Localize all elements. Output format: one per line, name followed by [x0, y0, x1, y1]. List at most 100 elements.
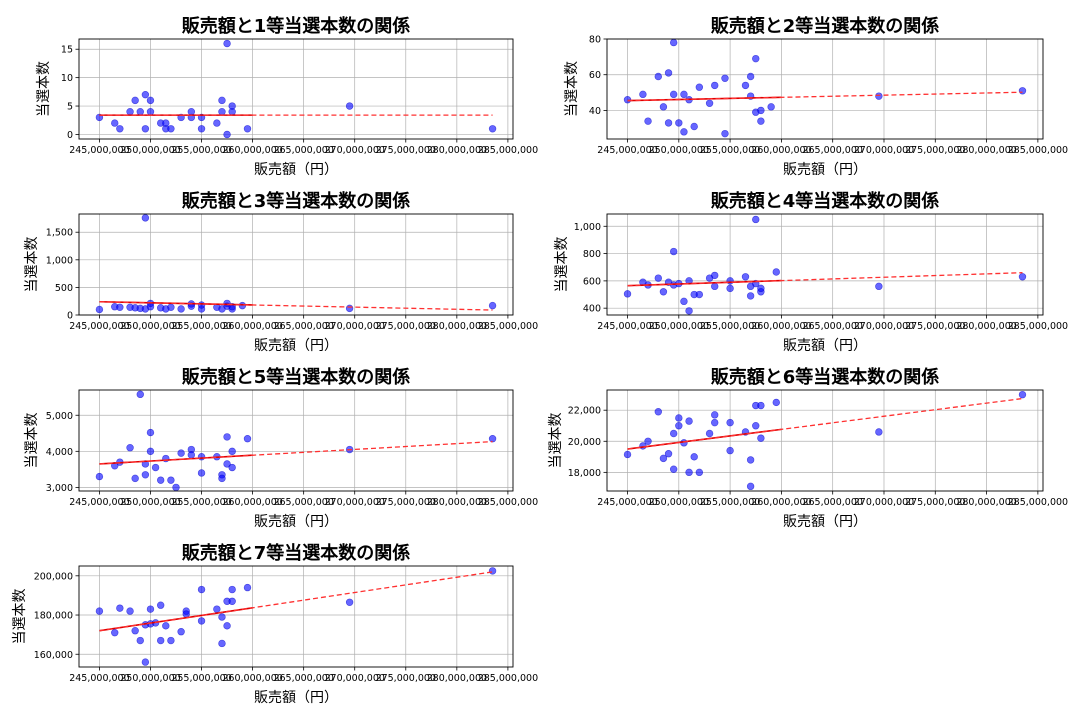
data-point: [726, 446, 734, 455]
x-tick-label: 245,000,000: [597, 145, 657, 156]
x-tick-label: 285,000,000: [1008, 321, 1068, 332]
y-tick-label: 20,000: [568, 437, 601, 448]
data-point: [243, 583, 252, 592]
data-point: [690, 122, 698, 131]
data-point: [177, 305, 185, 313]
subplot-6: 245,000,000250,000,000255,000,000260,000…: [548, 366, 1068, 530]
data-points: [95, 567, 497, 666]
x-tick-label: 250,000,000: [649, 145, 709, 156]
data-point: [116, 604, 124, 612]
data-point: [345, 102, 354, 110]
x-tick-label: 255,000,000: [171, 145, 231, 156]
data-point: [705, 429, 714, 438]
x-tick-label: 245,000,000: [69, 673, 129, 684]
x-tick-label: 250,000,000: [120, 497, 180, 508]
data-point: [182, 610, 190, 618]
x-tick-label: 265,000,000: [802, 497, 862, 508]
data-points: [623, 38, 1027, 138]
x-tick-label: 255,000,000: [700, 145, 760, 156]
data-point: [177, 449, 185, 457]
data-point: [752, 215, 760, 224]
x-tick-label: 245,000,000: [597, 497, 657, 508]
x-tick-label: 280,000,000: [427, 321, 487, 332]
data-point: [167, 476, 175, 484]
x-tick-label: 260,000,000: [222, 321, 282, 332]
plot-frame: [606, 38, 1044, 140]
data-point: [197, 125, 206, 133]
y-tick-label: 18,000: [568, 468, 601, 479]
data-points: [623, 390, 1027, 491]
y-tick-label: 80: [589, 35, 601, 46]
data-point: [136, 108, 144, 116]
data-point: [669, 38, 678, 47]
x-tick-label: 265,000,000: [802, 145, 862, 156]
data-points: [95, 214, 497, 314]
x-tick-label: 270,000,000: [324, 145, 384, 156]
data-point: [623, 290, 632, 298]
y-axis-label: 当選本数: [12, 589, 28, 645]
data-point: [757, 106, 765, 115]
data-point: [95, 472, 104, 481]
x-tick-label: 260,000,000: [222, 497, 282, 508]
data-point: [675, 119, 683, 127]
x-tick-label: 265,000,000: [273, 321, 333, 332]
data-point: [685, 468, 693, 477]
data-point: [746, 292, 755, 300]
grid: [79, 214, 513, 316]
data-point: [131, 627, 139, 635]
trend-line-dashed: [99, 571, 493, 632]
x-tick-label: 285,000,000: [478, 497, 538, 508]
x-tick-label: 250,000,000: [120, 321, 180, 332]
data-point: [757, 117, 765, 125]
y-tick-label: 22,000: [568, 406, 601, 417]
data-point: [167, 303, 175, 311]
x-tick-label: 250,000,000: [649, 321, 709, 332]
plot-frame: [78, 565, 514, 668]
x-tick-label: 275,000,000: [905, 321, 965, 332]
data-point: [146, 447, 155, 456]
data-point: [654, 72, 662, 81]
data-point: [345, 304, 354, 313]
x-tick-label: 260,000,000: [222, 673, 282, 684]
data-point: [695, 290, 704, 299]
grid: [79, 39, 513, 139]
data-point: [218, 108, 226, 116]
y-tick-label: 15: [61, 45, 73, 56]
chart-title: 販売額と7等当選本数の関係: [182, 542, 411, 564]
data-point: [721, 129, 729, 138]
data-point: [488, 125, 497, 133]
data-point: [680, 128, 688, 136]
data-point: [746, 482, 755, 491]
subplot-5: 245,000,000250,000,000255,000,000260,000…: [24, 366, 538, 530]
data-point: [772, 268, 780, 276]
x-tick-label: 245,000,000: [597, 321, 657, 332]
data-point: [675, 422, 683, 430]
data-point: [752, 422, 760, 430]
x-tick-label: 255,000,000: [700, 497, 760, 508]
data-point: [228, 585, 236, 594]
data-point: [726, 418, 734, 427]
x-axis-label: 販売額（円）: [783, 514, 867, 530]
x-tick-label: 280,000,000: [956, 497, 1016, 508]
y-tick-label: 4,000: [46, 447, 73, 458]
data-point: [659, 103, 668, 111]
x-axis-label: 販売額（円）: [254, 338, 338, 354]
y-axis-label: 当選本数: [24, 237, 40, 293]
x-tick-label: 270,000,000: [854, 145, 914, 156]
y-tick-label: 180,000: [34, 611, 73, 622]
data-point: [669, 90, 678, 99]
data-point: [711, 282, 719, 291]
data-point: [111, 119, 119, 127]
data-point: [757, 434, 765, 442]
data-point: [669, 429, 678, 438]
x-tick-label: 250,000,000: [120, 145, 180, 156]
data-point: [156, 476, 165, 484]
y-tick-label: 1,500: [46, 228, 73, 239]
data-points: [95, 390, 497, 492]
data-point: [746, 72, 755, 81]
data-point: [488, 434, 497, 443]
data-point: [141, 214, 150, 222]
data-point: [680, 90, 688, 99]
x-tick-label: 260,000,000: [751, 497, 811, 508]
data-point: [228, 463, 236, 472]
